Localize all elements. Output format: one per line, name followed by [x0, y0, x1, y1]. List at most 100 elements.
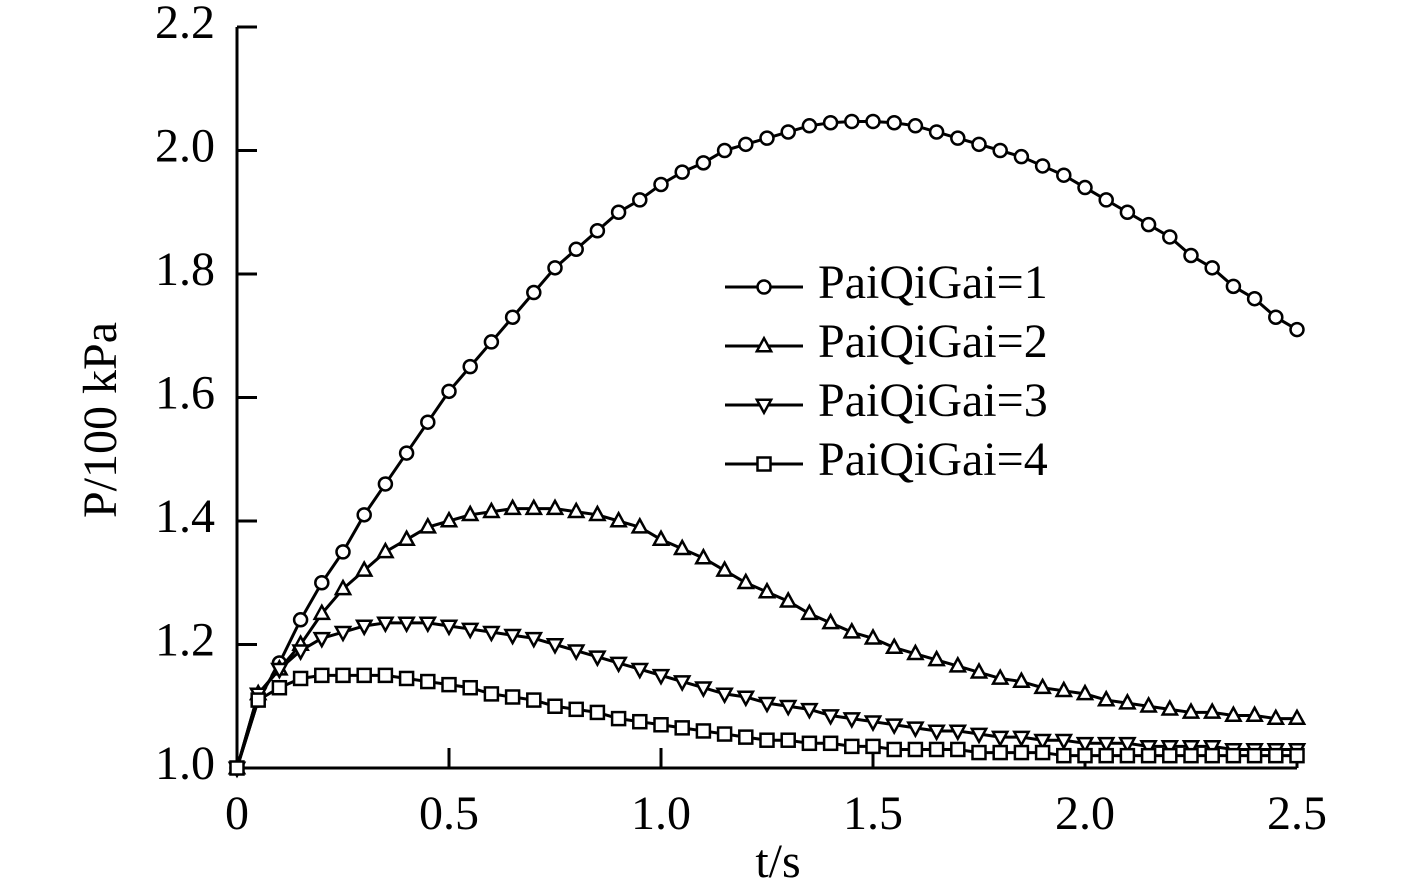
marker: [588, 650, 607, 668]
marker: [420, 673, 436, 690]
marker: [1077, 179, 1093, 196]
marker: [653, 717, 669, 733]
marker: [397, 529, 416, 546]
marker: [1140, 747, 1157, 764]
legend-label: PaiQiGai=4: [818, 433, 1048, 486]
marker: [1204, 260, 1220, 276]
y-tick-label: 1.0: [155, 737, 215, 790]
marker: [1054, 733, 1074, 751]
marker: [609, 656, 628, 674]
marker: [1075, 683, 1095, 701]
marker: [801, 118, 818, 134]
marker: [674, 720, 690, 736]
marker: [1139, 739, 1158, 757]
marker: [990, 730, 1010, 748]
marker: [1013, 744, 1030, 761]
marker: [610, 204, 627, 220]
marker: [630, 662, 650, 680]
marker: [568, 241, 584, 258]
marker: [1225, 747, 1242, 764]
marker: [886, 114, 902, 131]
marker: [524, 498, 544, 516]
x-tick-label: 1.0: [631, 787, 691, 840]
series-line: [235, 673, 1297, 769]
marker: [971, 744, 987, 761]
marker: [1012, 730, 1031, 748]
marker: [462, 358, 478, 375]
marker: [1289, 747, 1305, 764]
marker: [1160, 698, 1180, 716]
marker: [588, 504, 607, 522]
marker: [863, 715, 883, 733]
marker: [441, 383, 457, 400]
marker: [545, 498, 565, 516]
marker: [1056, 747, 1072, 764]
marker: [460, 504, 480, 522]
marker: [736, 572, 756, 590]
marker: [1202, 739, 1222, 757]
marker: [1096, 689, 1116, 707]
y-tick-label: 1.2: [155, 614, 215, 667]
legend-label: PaiQiGai=1: [818, 256, 1048, 309]
marker: [1056, 167, 1072, 183]
marker: [759, 130, 775, 146]
marker: [1118, 692, 1137, 710]
marker: [1183, 747, 1199, 764]
marker: [1162, 747, 1178, 764]
marker: [503, 498, 522, 516]
marker: [842, 712, 862, 729]
marker: [1246, 747, 1263, 764]
marker: [821, 709, 840, 726]
marker: [1034, 744, 1051, 761]
marker: [441, 676, 457, 693]
marker: [715, 560, 734, 577]
marker: [545, 638, 565, 655]
marker: [738, 136, 754, 153]
y-tick-label: 2.0: [155, 120, 215, 173]
marker: [653, 176, 669, 193]
marker: [672, 538, 692, 556]
marker: [716, 726, 733, 742]
marker: [950, 130, 966, 146]
marker: [990, 668, 1010, 685]
x-axis-label: t/s: [755, 835, 800, 887]
marker: [1266, 708, 1286, 726]
marker: [483, 334, 500, 350]
marker: [757, 696, 777, 714]
marker: [354, 619, 374, 637]
marker: [1098, 192, 1114, 208]
marker: [906, 643, 925, 661]
marker: [674, 164, 690, 180]
marker: [1033, 733, 1052, 751]
marker: [759, 732, 775, 748]
x-tick-label: 0.5: [419, 787, 479, 840]
series-line: [235, 507, 1297, 769]
marker: [992, 142, 1008, 159]
marker: [333, 578, 353, 596]
marker: [971, 136, 987, 153]
marker: [1118, 736, 1137, 754]
marker: [376, 541, 395, 559]
marker: [948, 655, 968, 673]
marker: [1077, 747, 1093, 764]
marker: [1012, 671, 1031, 688]
marker: [694, 547, 713, 565]
marker: [483, 686, 500, 702]
legend-label: PaiQiGai=3: [818, 374, 1048, 427]
marker: [927, 649, 946, 667]
marker: [651, 668, 671, 686]
marker: [1160, 739, 1180, 757]
marker: [928, 124, 945, 140]
marker: [335, 544, 351, 560]
y-tick-label: 2.2: [155, 0, 215, 49]
marker: [821, 612, 840, 630]
marker: [844, 738, 860, 755]
marker: [1245, 705, 1264, 722]
marker: [439, 510, 459, 528]
marker: [1246, 290, 1263, 307]
marker: [526, 692, 542, 708]
marker: [778, 590, 798, 608]
marker: [547, 698, 563, 714]
marker: [716, 142, 733, 159]
marker: [632, 713, 648, 730]
